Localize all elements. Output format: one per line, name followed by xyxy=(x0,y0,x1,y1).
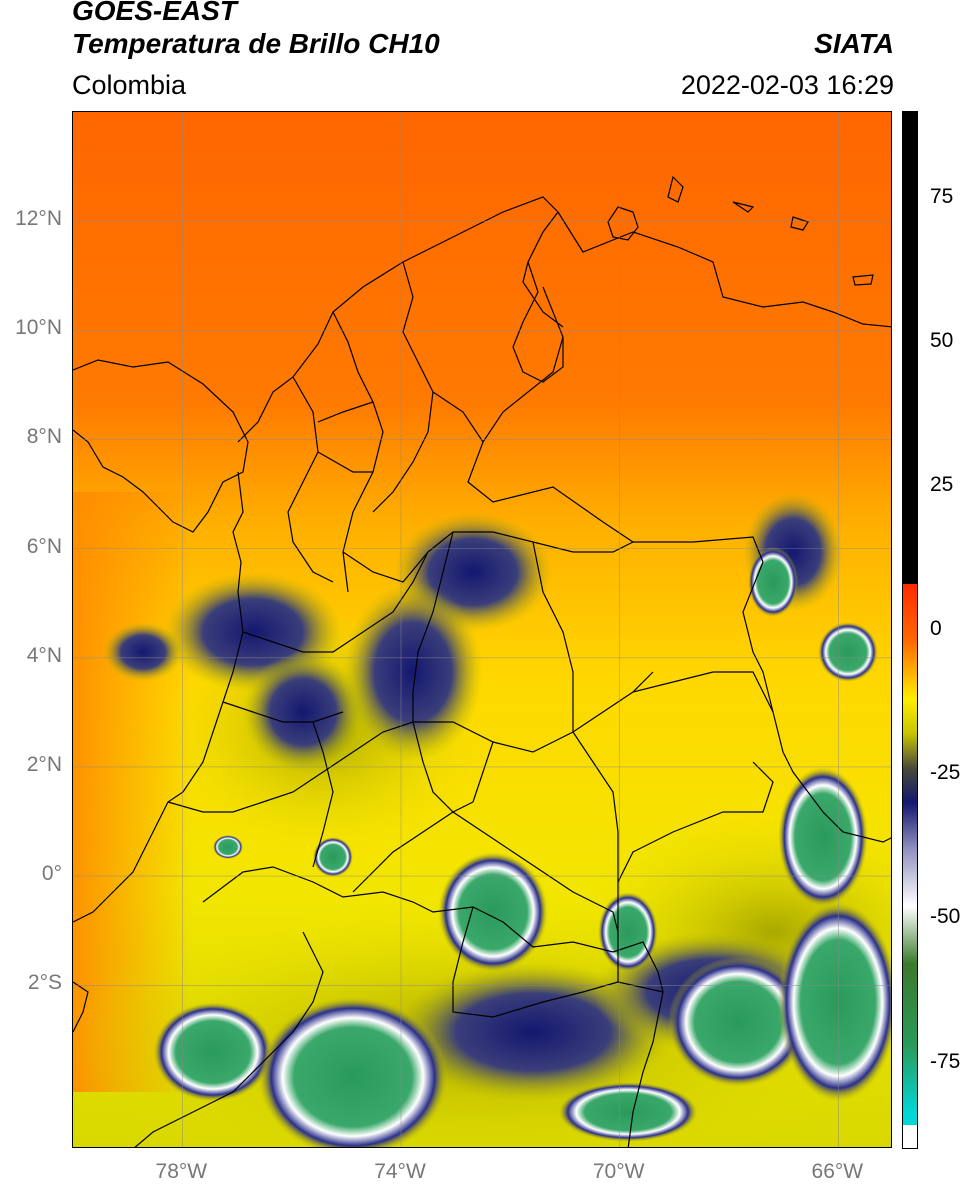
longitude-tick-label: 78°W xyxy=(155,1160,208,1183)
datetime-label: 2022-02-03 16:29 xyxy=(680,70,894,100)
latitude-tick-label: 4°N xyxy=(26,643,62,667)
map-title-line1: GOES-EAST xyxy=(72,0,237,26)
gridlines xyxy=(73,112,891,1147)
colorbar-tick-label: -25 xyxy=(930,761,961,785)
region-label: Colombia xyxy=(72,70,187,100)
colorbar-tick-label: -75 xyxy=(930,1049,961,1073)
latitude-tick-label: 8°N xyxy=(26,425,62,449)
latitude-tick-label: 10°N xyxy=(15,316,62,340)
latitude-tick-label: 2°N xyxy=(26,752,62,776)
latitude-tick-label: 2°S xyxy=(27,971,62,995)
longitude-tick-label: 66°W xyxy=(811,1160,864,1183)
colorbar-tick-label: 75 xyxy=(930,184,954,208)
latitude-tick-label: 6°N xyxy=(26,534,62,558)
colorbar-tick-label: 0 xyxy=(930,617,942,640)
longitude-tick-label: 74°W xyxy=(374,1160,426,1183)
longitude-tick-label: 70°W xyxy=(592,1160,645,1183)
latitude-tick-label: 12°N xyxy=(15,207,62,231)
colorbar-tick-label: 50 xyxy=(930,328,954,352)
map-title-line2: Temperatura de Brillo CH10 xyxy=(72,28,440,59)
source-label: SIATA xyxy=(814,28,894,59)
map-frame xyxy=(72,111,892,1148)
colorbar-tick-label: -50 xyxy=(930,905,961,929)
brightness-temperature-map xyxy=(73,112,891,1147)
colorbar-tick-label: 25 xyxy=(930,472,954,496)
colorbar xyxy=(902,111,918,1149)
latitude-tick-label: 0° xyxy=(41,862,62,886)
